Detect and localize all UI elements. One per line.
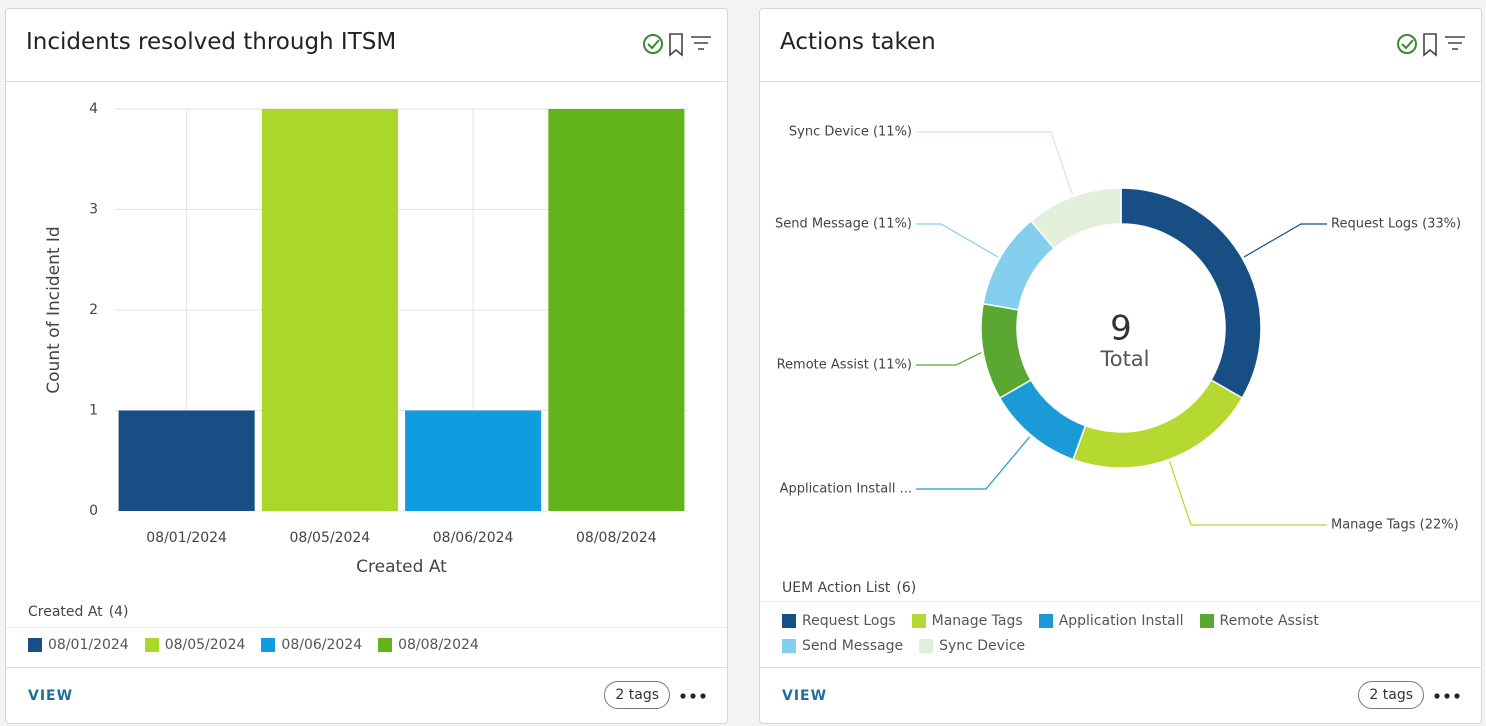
leader-line <box>916 223 999 258</box>
tags-button[interactable]: 2 tags <box>1358 681 1424 709</box>
legend-item: Send Message <box>782 637 903 655</box>
legend-header: UEM Action List (6) <box>782 580 916 596</box>
legend-swatch <box>28 638 42 652</box>
donut-slice <box>998 378 1087 461</box>
legend: Request Logs Manage Tags Application Insta… <box>782 612 1362 655</box>
header-icons[interactable] <box>1397 31 1467 57</box>
bar-chart: 0 1 2 3 4 08/01/2024 08/05/2024 08/06/2024 08/08… <box>44 101 688 577</box>
y-tick-label: 2 <box>89 302 98 318</box>
card-header: Actions taken <box>760 9 1481 82</box>
legend-title: UEM Action List <box>782 580 891 596</box>
leader-line <box>916 352 982 366</box>
slice-label: Request Logs (33%) <box>1331 217 1461 232</box>
legend-item: Request Logs <box>782 612 896 630</box>
slice-label: Remote Assist (11%) <box>777 358 912 373</box>
y-tick-label: 4 <box>89 101 98 117</box>
legend-swatch <box>1199 614 1214 628</box>
y-tick-label: 0 <box>89 503 98 519</box>
legend-swatch <box>1038 614 1053 628</box>
slice-label: Sync Device (11%) <box>789 125 912 140</box>
bar <box>548 109 685 511</box>
card-header: Incidents resolved through ITSM <box>6 9 727 82</box>
legend-swatch <box>378 638 393 652</box>
legend-label: 08/06/2024 <box>281 637 363 653</box>
legend-swatch <box>782 614 796 628</box>
donut-slice <box>1029 187 1122 250</box>
leader-line <box>916 131 1074 195</box>
leader-line <box>1168 461 1327 526</box>
legend-item: Manage Tags <box>911 612 1023 630</box>
legend-label: Remote Assist <box>1219 613 1319 629</box>
more-menu[interactable] <box>1433 692 1461 700</box>
header-icons[interactable] <box>643 31 713 57</box>
legend-count: (4) <box>108 604 129 620</box>
card-title: Actions taken <box>780 29 936 55</box>
legend-item: 08/08/2024 <box>378 636 479 654</box>
legend-swatch <box>919 639 934 653</box>
legend-label: Sync Device <box>939 638 1026 654</box>
bar <box>405 410 542 511</box>
center-label: Total <box>1099 347 1149 371</box>
view-link[interactable]: VIEW <box>782 688 828 704</box>
legend-item: 08/05/2024 <box>144 636 246 654</box>
slice-label: Send Message (11%) <box>775 217 912 232</box>
card: Actions taken Request Logs (33%) Manage T… <box>759 8 1482 724</box>
legend-label: Manage Tags <box>931 613 1023 629</box>
slice-label: Application Install ... <box>780 482 912 497</box>
legend-item: Sync Device <box>919 637 1025 655</box>
card-footer: VIEW 2 tags <box>760 667 1481 723</box>
card-title: Incidents resolved through ITSM <box>26 29 397 55</box>
x-tick-label: 08/01/2024 <box>146 530 227 546</box>
x-tick-label: 08/05/2024 <box>290 530 371 546</box>
x-axis-title: Created At <box>356 557 447 577</box>
y-tick-label: 1 <box>89 403 98 419</box>
legend-swatch <box>782 639 796 653</box>
separator <box>760 601 1481 602</box>
legend-item: Remote Assist <box>1199 612 1319 630</box>
donut-slice <box>980 302 1032 400</box>
card: Incidents resolved through ITSM 0 1 2 3 4 08/… <box>5 8 728 724</box>
x-tick-label: 08/08/2024 <box>576 530 657 546</box>
legend-swatch <box>911 614 926 628</box>
legend-count: (6) <box>896 580 917 596</box>
legend-header: Created At (4) <box>28 604 129 620</box>
slice-label: Manage Tags (22%) <box>1331 518 1459 533</box>
donut-chart: Request Logs (33%) Manage Tags (22%) Appli… <box>775 125 1461 533</box>
legend-label: 08/08/2024 <box>398 637 479 653</box>
separator <box>6 627 727 628</box>
legend-label: Application Install <box>1058 613 1184 629</box>
more-menu[interactable] <box>679 692 707 700</box>
legend-swatch <box>144 638 159 652</box>
y-tick-label: 3 <box>89 202 98 218</box>
donut-slice <box>1072 378 1244 469</box>
legend-label: Request Logs <box>802 613 896 629</box>
legend-item: 08/01/2024 <box>28 636 129 654</box>
leader-line <box>916 436 1031 490</box>
legend-item: 08/06/2024 <box>261 636 362 654</box>
center-value: 9 <box>1110 309 1132 349</box>
legend-label: 08/01/2024 <box>48 637 129 653</box>
bar <box>261 109 398 511</box>
legend-item: Application Install <box>1038 612 1184 630</box>
legend-label: 08/05/2024 <box>164 637 246 653</box>
legend-label: Send Message <box>802 638 904 654</box>
x-tick-label: 08/06/2024 <box>433 530 514 546</box>
bar <box>118 410 255 511</box>
card-footer: VIEW 2 tags <box>6 667 727 723</box>
y-axis-title: Count of Incident Id <box>44 226 64 393</box>
leader-line <box>1243 223 1327 258</box>
legend: 08/01/2024 08/05/2024 08/06/2024 08/08/2024 <box>28 636 668 654</box>
legend-swatch <box>261 638 276 652</box>
tags-button[interactable]: 2 tags <box>604 681 670 709</box>
view-link[interactable]: VIEW <box>28 688 74 704</box>
legend-title: Created At <box>28 604 103 620</box>
